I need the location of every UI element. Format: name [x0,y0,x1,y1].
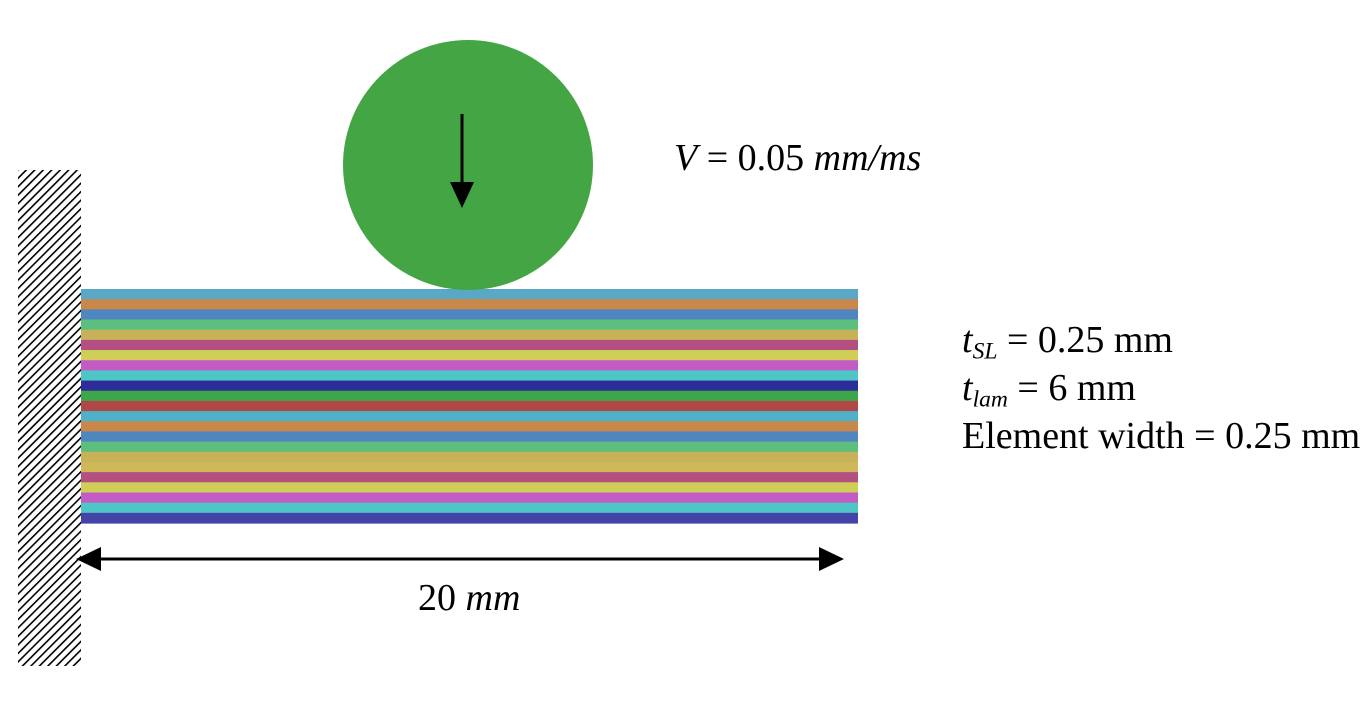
laminate-layer [81,482,858,494]
length-dimension-arrow [76,547,844,571]
laminate-beam [81,289,858,524]
laminate-layer [81,441,858,453]
length-label: 20 mm [418,576,520,620]
laminate-layer [81,411,858,422]
laminate-layer [81,380,858,392]
laminate-layer [81,289,858,300]
laminate-layer [81,400,858,412]
laminate-layer [81,319,858,331]
velocity-value: 0.05 [737,137,805,179]
laminate-layer [81,431,858,443]
t-lam-symbol: t [962,367,973,409]
length-value: 20 [418,577,456,619]
t-lam-value: = 6 mm [1017,367,1136,409]
parameter-list: tSL = 0.25 mm tlam = 6 mm Element width … [962,316,1360,460]
laminate-layer [81,339,858,351]
laminate-layer [81,329,858,341]
t-sl-symbol: t [962,319,973,361]
velocity-symbol: V [674,137,698,179]
laminate-layer [81,461,858,473]
laminate-layer [81,370,858,382]
laminate-layer [81,390,858,402]
laminate-layer [81,299,858,310]
element-width-value: Element width = 0.25 mm [962,415,1361,457]
t-sl-subscript: SL [972,338,998,365]
param-t-sl: tSL = 0.25 mm [962,316,1360,364]
laminate-layer [81,309,858,321]
laminate-layer [81,360,858,371]
t-sl-value: = 0.25 mm [1006,319,1173,361]
param-element-width: Element width = 0.25 mm [962,412,1360,460]
fixed-wall-hatch [18,170,81,666]
laminate-layer [81,350,858,361]
t-lam-subscript: lam [972,386,1008,413]
laminate-layer [81,451,858,463]
laminate-layer [81,512,858,524]
length-unit: mm [465,577,521,619]
velocity-equals: = [706,137,729,179]
laminate-layer [81,502,858,514]
laminate-layer [81,492,858,504]
velocity-unit: mm/ms [813,137,922,179]
laminate-layer [81,421,858,433]
velocity-label: V = 0.05 mm/ms [674,136,921,180]
velocity-arrow [450,114,474,208]
laminate-layer [81,472,858,483]
param-t-lam: tlam = 6 mm [962,364,1360,412]
impactor-circle [343,40,593,290]
